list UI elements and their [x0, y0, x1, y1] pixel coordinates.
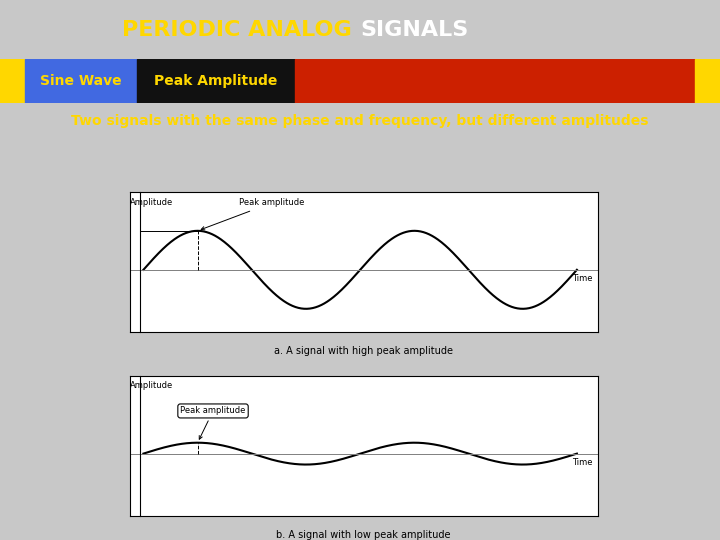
Text: Peak Amplitude: Peak Amplitude — [154, 74, 278, 88]
Text: a. A signal with high peak amplitude: a. A signal with high peak amplitude — [274, 346, 453, 356]
Text: b. A signal with low peak amplitude: b. A signal with low peak amplitude — [276, 530, 451, 539]
Bar — [137, 59, 295, 103]
Bar — [25, 59, 137, 103]
Text: PERIODIC ANALOG: PERIODIC ANALOG — [122, 19, 360, 40]
Text: SIGNALS: SIGNALS — [360, 19, 468, 40]
Bar — [0, 59, 25, 103]
Text: Amplitude: Amplitude — [130, 198, 174, 207]
Text: Two signals with the same phase and frequency, but different amplitudes: Two signals with the same phase and freq… — [71, 114, 649, 129]
Bar — [695, 59, 720, 103]
Text: Time: Time — [572, 274, 593, 284]
Bar — [295, 59, 695, 103]
Text: Amplitude: Amplitude — [130, 381, 174, 390]
Text: Sine Wave: Sine Wave — [40, 74, 122, 88]
Text: Time: Time — [572, 458, 593, 467]
Text: Peak amplitude: Peak amplitude — [201, 199, 305, 230]
Text: Peak amplitude: Peak amplitude — [180, 407, 246, 439]
